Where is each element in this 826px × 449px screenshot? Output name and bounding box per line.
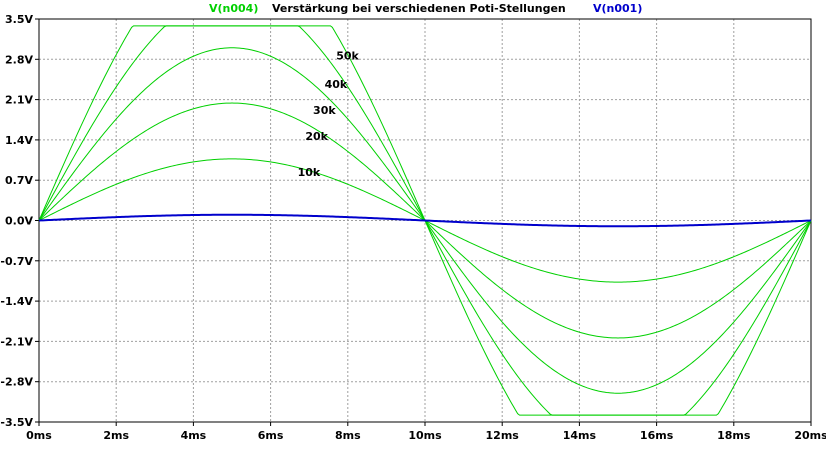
legend-entry-v-n001: V(n001) bbox=[593, 2, 642, 15]
trace-line-vn001 bbox=[38, 213, 812, 228]
y-axis-ticks: 3.5V 2.8V 2.1V 1.4V 0.7V 0.0V -0.7V -1.4V -2.1V -… bbox=[0, 13, 39, 429]
annotation-20k: 20k bbox=[305, 130, 328, 143]
x-tick-label: 14ms bbox=[563, 429, 597, 442]
y-tick-label: -0.7V bbox=[0, 255, 33, 268]
x-tick-label: 20ms bbox=[794, 429, 826, 442]
y-tick-label: 2.8V bbox=[5, 53, 33, 66]
y-tick-label: 0.7V bbox=[5, 174, 33, 187]
x-tick-label: 4ms bbox=[181, 429, 207, 442]
annotation-40k: 40k bbox=[325, 78, 348, 91]
x-tick-label: 6ms bbox=[258, 429, 284, 442]
y-tick-label: -1.4V bbox=[0, 295, 33, 308]
curve-annotations: 50k 40k 30k 20k 10k bbox=[298, 49, 360, 179]
annotation-50k: 50k bbox=[336, 49, 359, 62]
y-tick-label: 3.5V bbox=[5, 13, 33, 26]
legend-entry-v-n004: V(n004) bbox=[209, 2, 258, 15]
chart-title: Verstärkung bei verschiedenen Poti-Stell… bbox=[272, 2, 566, 15]
y-tick-label: -3.5V bbox=[0, 416, 33, 429]
x-axis-ticks: 0ms 2ms 4ms 6ms 8ms 10ms 12ms 14ms 16ms 18ms 20ms bbox=[26, 422, 826, 442]
x-tick-label: 0ms bbox=[26, 429, 52, 442]
x-tick-label: 10ms bbox=[408, 429, 442, 442]
x-tick-label: 8ms bbox=[335, 429, 361, 442]
x-tick-label: 2ms bbox=[103, 429, 129, 442]
chart-traces bbox=[38, 25, 812, 416]
y-tick-label: 0.0V bbox=[5, 215, 33, 228]
annotation-30k: 30k bbox=[313, 104, 336, 117]
chart-header: V(n004) Verstärkung bei verschiedenen Po… bbox=[209, 2, 642, 15]
y-tick-label: -2.8V bbox=[0, 376, 33, 389]
y-tick-label: 1.4V bbox=[5, 134, 33, 147]
y-tick-label: 2.1V bbox=[5, 94, 33, 107]
x-tick-label: 18ms bbox=[717, 429, 751, 442]
y-tick-label: -2.1V bbox=[0, 335, 33, 348]
x-tick-label: 12ms bbox=[486, 429, 520, 442]
x-tick-label: 16ms bbox=[640, 429, 674, 442]
annotation-10k: 10k bbox=[298, 166, 321, 179]
